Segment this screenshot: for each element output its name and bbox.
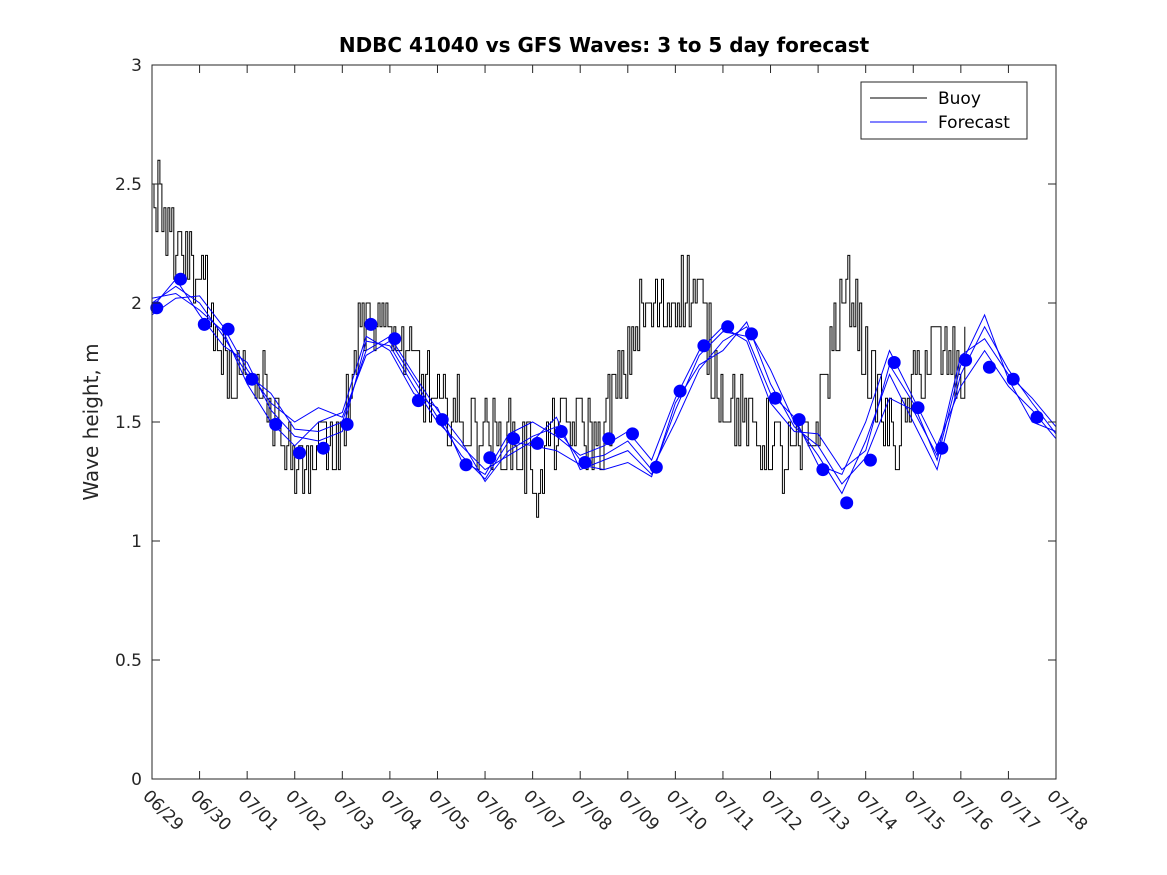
forecast-marker <box>816 463 830 477</box>
forecast-marker <box>792 413 806 427</box>
forecast-marker <box>578 456 592 469</box>
forecast-marker <box>197 317 211 331</box>
y-tick-label: 0 <box>131 770 142 790</box>
forecast-marker <box>150 301 164 315</box>
y-tick-label: 2.5 <box>115 175 142 195</box>
forecast-marker <box>935 441 949 455</box>
forecast-marker <box>959 353 973 367</box>
forecast-marker <box>316 441 330 455</box>
forecast-marker <box>388 332 402 346</box>
forecast-marker <box>483 451 497 465</box>
forecast-marker <box>221 322 235 336</box>
forecast-marker <box>602 432 616 446</box>
forecast-marker <box>411 394 425 408</box>
forecast-marker <box>459 458 473 472</box>
forecast-marker <box>840 496 854 510</box>
y-tick-label: 1.5 <box>115 413 142 433</box>
forecast-marker <box>435 413 449 427</box>
forecast-marker <box>269 417 283 431</box>
forecast-marker <box>768 391 782 405</box>
buoy-series <box>152 159 966 518</box>
forecast-marker <box>982 360 996 374</box>
forecast-marker <box>697 339 711 353</box>
legend: Buoy Forecast <box>860 81 1028 140</box>
forecast-marker <box>554 425 568 438</box>
buoy-line <box>152 159 966 518</box>
forecast-marker <box>673 384 687 398</box>
y-axis-label: Wave height, m <box>79 343 103 500</box>
legend-buoy-label: Buoy <box>938 89 981 109</box>
forecast-marker <box>911 401 925 415</box>
y-axis-ticks: 0 0.5 1 1.5 2 2.5 3 <box>115 56 1056 790</box>
legend-forecast-label: Forecast <box>938 113 1010 133</box>
forecast-markers <box>150 272 1044 510</box>
forecast-marker <box>245 372 259 386</box>
forecast-marker <box>364 317 378 331</box>
chart-title: NDBC 41040 vs GFS Waves: 3 to 5 day fore… <box>339 33 870 57</box>
forecast-marker <box>745 327 758 341</box>
forecast-marker <box>1030 410 1044 424</box>
forecast-marker <box>626 427 639 441</box>
forecast-marker <box>174 272 187 286</box>
y-tick-label: 2 <box>131 294 142 314</box>
forecast-line <box>151 292 1057 476</box>
y-tick-label: 0.5 <box>115 651 142 671</box>
forecast-marker <box>340 417 354 431</box>
forecast-marker <box>507 432 521 446</box>
forecast-marker <box>1006 372 1020 386</box>
legend-box <box>860 81 1028 140</box>
forecast-marker <box>649 460 663 474</box>
forecast-marker <box>530 436 544 450</box>
plot-area: 00.511.522.53 06/2906/3007/0107/0207/030… <box>115 56 1091 835</box>
forecast-series <box>151 278 1057 495</box>
y-tick-label: 1 <box>131 532 142 552</box>
forecast-marker <box>721 320 735 334</box>
forecast-marker <box>887 356 901 369</box>
forecast-marker <box>293 446 306 460</box>
forecast-marker <box>863 453 877 467</box>
y-tick-label: 3 <box>131 56 142 76</box>
forecast-line <box>151 285 1057 495</box>
